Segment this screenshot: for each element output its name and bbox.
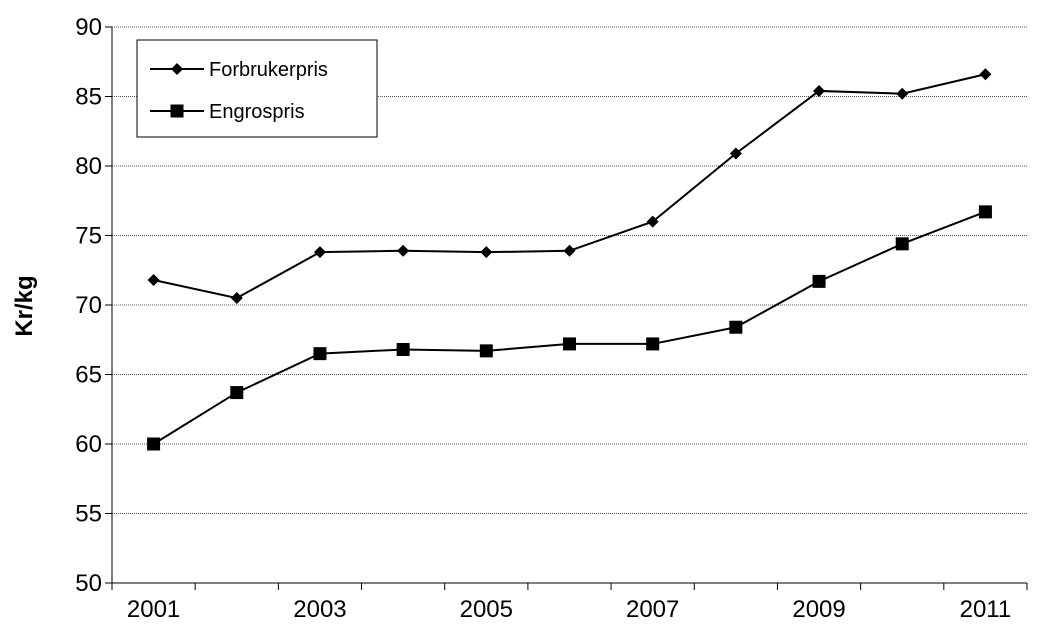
y-tick-labels: 50 55 60 65 70 75 80 85 90 <box>75 14 102 597</box>
series-forbrukerpris <box>147 68 992 305</box>
forbrukerpris-point <box>480 246 493 259</box>
x-tick-label: 2009 <box>792 596 845 623</box>
legend-marker-engrospris <box>170 104 184 118</box>
y-tick-label: 80 <box>75 153 102 180</box>
x-tick-label: 2001 <box>127 596 180 623</box>
y-tick-label: 60 <box>75 431 102 458</box>
forbrukerpris-point <box>397 244 410 257</box>
x-tick-label: 2003 <box>293 596 346 623</box>
engrospris-point <box>147 437 161 451</box>
y-tick-label: 65 <box>75 362 102 389</box>
forbrukerpris-point <box>313 246 326 259</box>
legend-label-forbrukerpris: Forbrukerpris <box>209 59 328 81</box>
axes <box>105 26 1028 590</box>
engrospris-point <box>978 205 992 219</box>
engrospris-point <box>479 344 493 358</box>
engrospris-point <box>396 342 410 356</box>
engrospris-point <box>729 320 743 334</box>
legend-box <box>136 39 378 138</box>
forbrukerpris-point <box>896 87 909 100</box>
engrospris-point <box>895 237 909 251</box>
series-engrospris <box>147 205 992 451</box>
y-tick-label: 55 <box>75 501 102 528</box>
y-tick-label: 70 <box>75 292 102 319</box>
x-tick-labels: 2001 2003 2005 2007 2009 2011 <box>127 596 1011 623</box>
forbrukerpris-point <box>979 68 992 81</box>
legend-marker-forbrukerpris <box>171 63 183 75</box>
y-tick-label: 90 <box>75 14 102 41</box>
forbrukerpris-point <box>147 273 160 286</box>
engrospris-point <box>812 274 826 288</box>
series-group <box>147 68 992 451</box>
forbrukerpris-point <box>230 292 243 305</box>
forbrukerpris-point <box>729 147 742 160</box>
legend-label-engrospris: Engrospris <box>209 101 305 123</box>
engrospris-point <box>646 337 660 351</box>
y-tick-label: 50 <box>75 570 102 597</box>
engrospris-point <box>563 337 576 351</box>
forbrukerpris-point <box>646 215 659 228</box>
y-tick-label: 85 <box>75 84 102 111</box>
forbrukerpris-point <box>563 244 576 257</box>
engrospris-point <box>313 347 327 361</box>
y-axis-title: Kr/kg <box>11 275 38 336</box>
x-tick-label: 2005 <box>460 596 513 623</box>
forbrukerpris-point <box>813 84 826 97</box>
x-tick-label: 2007 <box>626 596 679 623</box>
engrospris-point <box>230 386 244 400</box>
x-tick-label: 2011 <box>960 596 1012 623</box>
legend: Forbrukerpris Engrospris <box>136 39 378 138</box>
y-tick-label: 75 <box>75 223 102 250</box>
